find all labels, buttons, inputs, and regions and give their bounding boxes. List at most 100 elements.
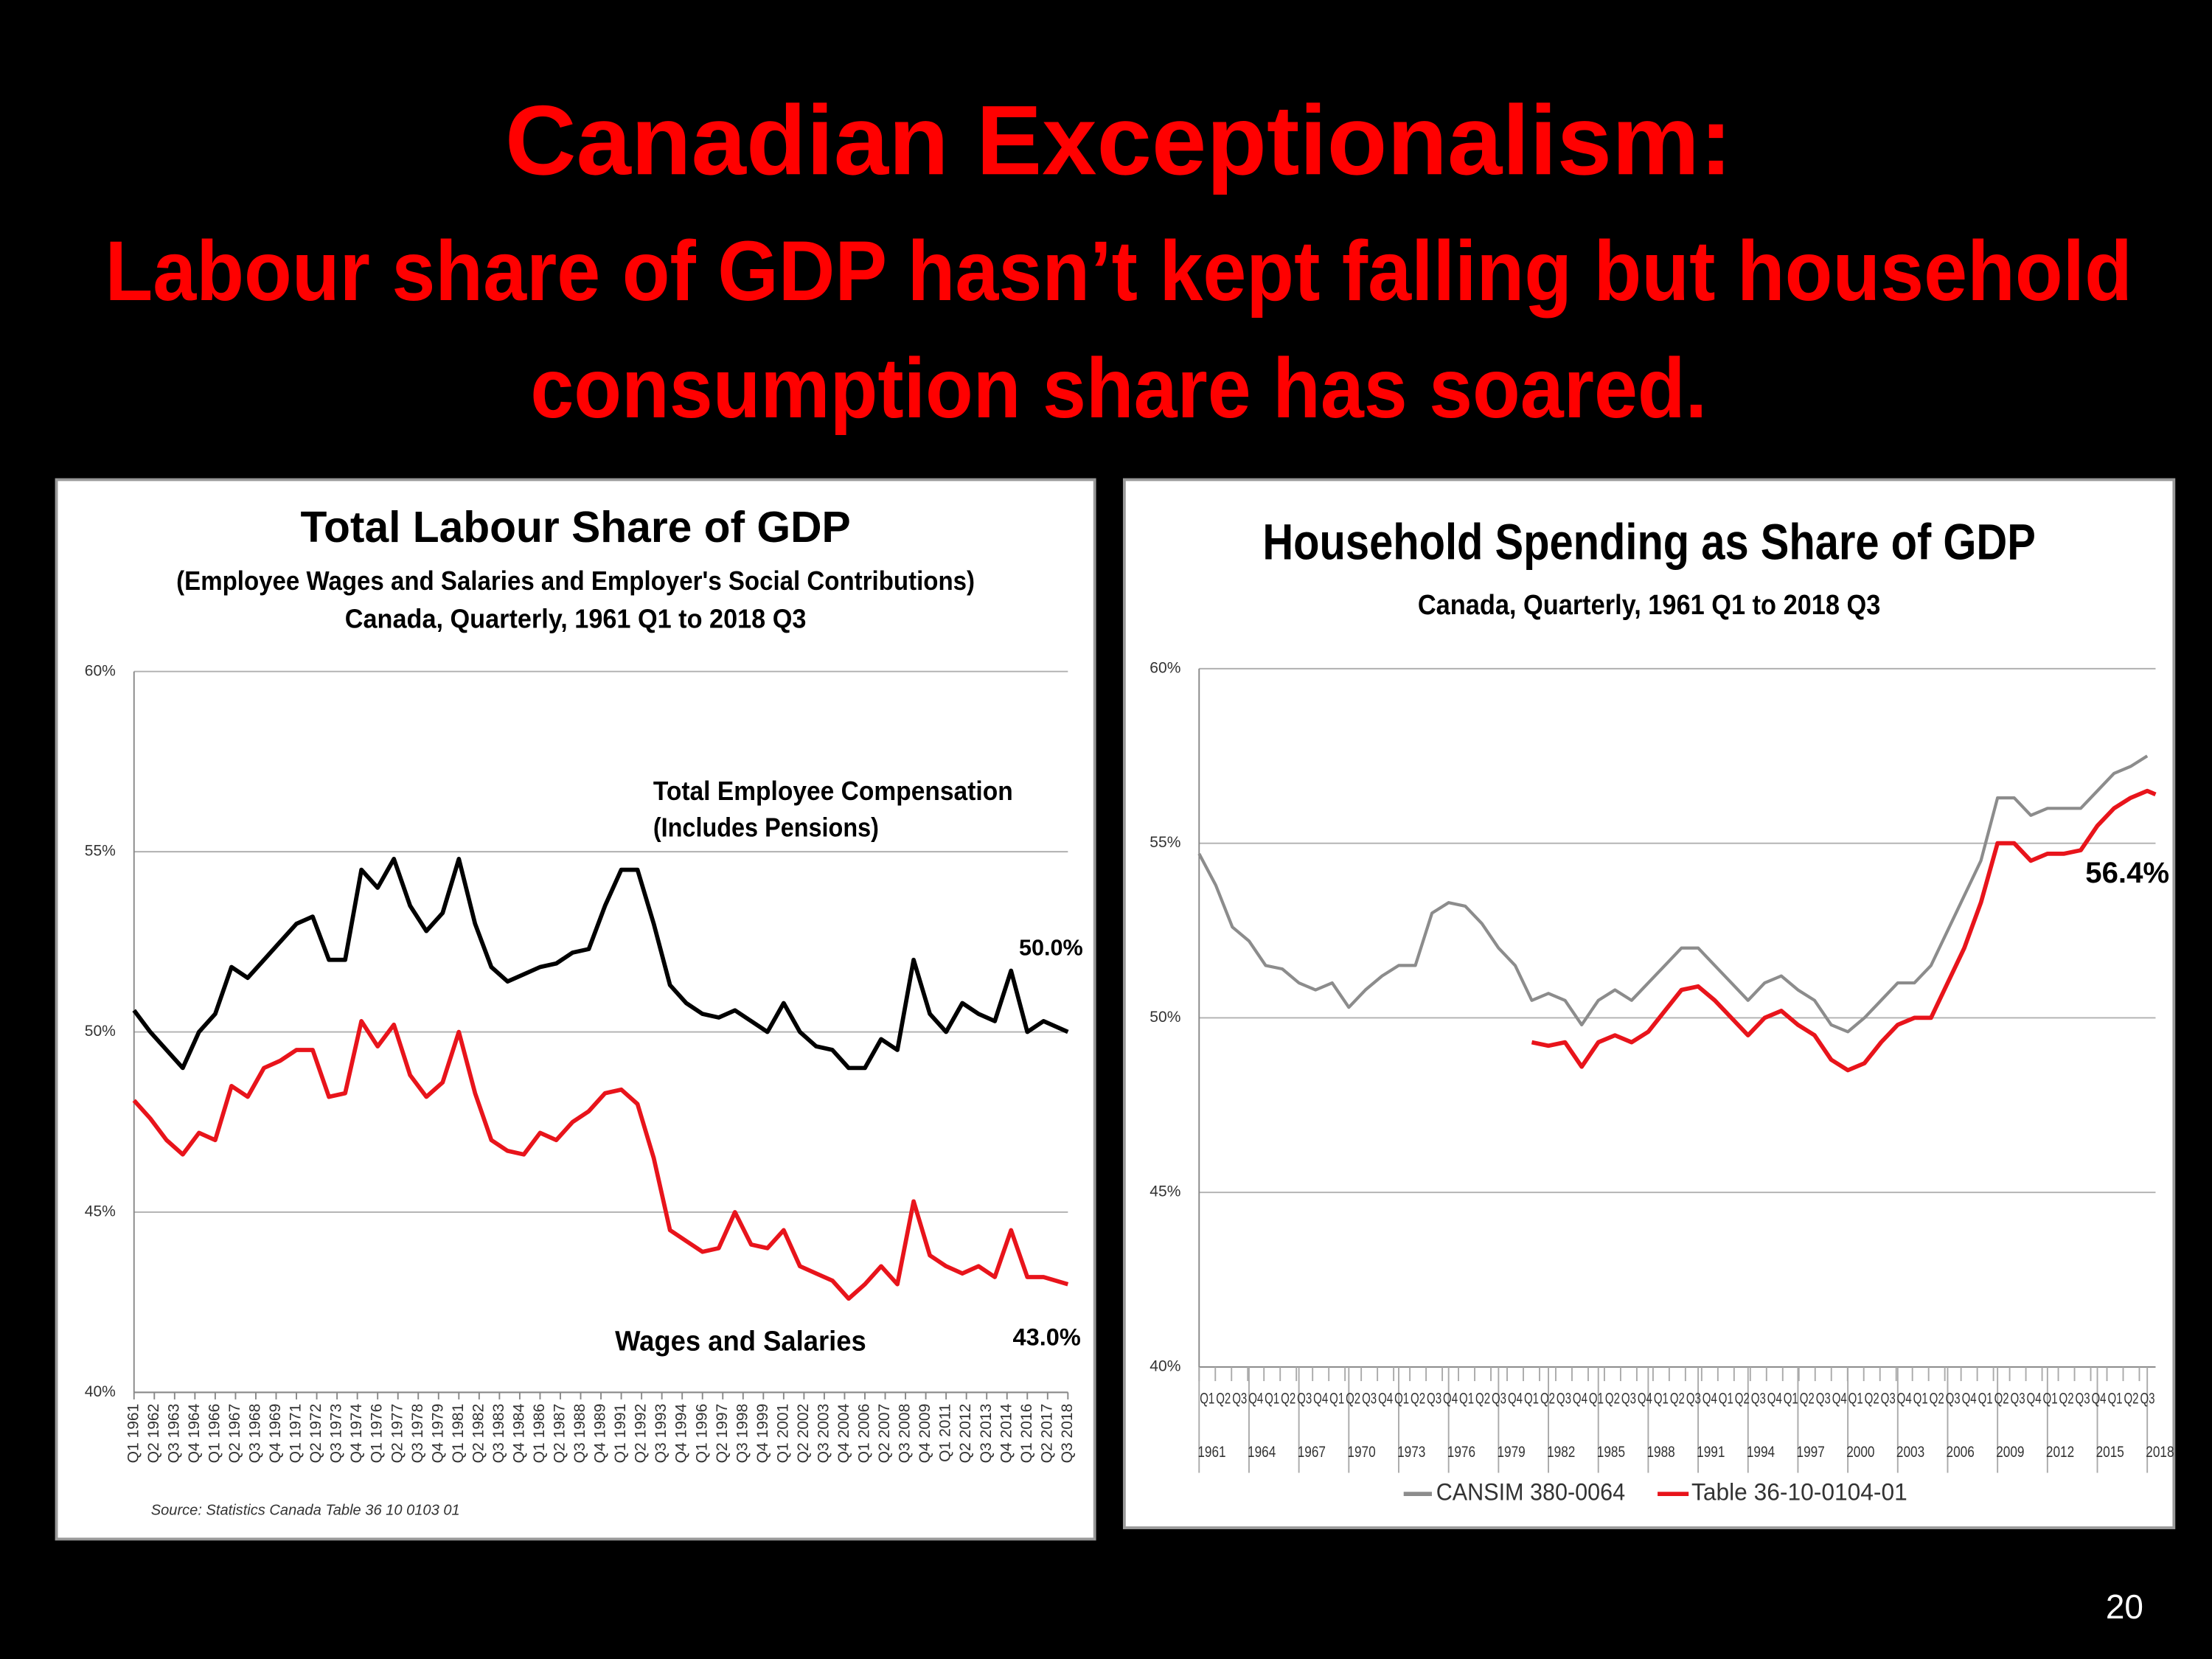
chart-subtitle: Canada, Quarterly, 1961 Q1 to 2018 Q3 — [1418, 589, 1881, 621]
quarter-label: Q3 — [1232, 1391, 1247, 1408]
x-tick-label: Q1 2011 — [937, 1404, 954, 1462]
quarter-label: Q2 — [1670, 1391, 1685, 1408]
chart-title: Household Spending as Share of GDP — [1262, 514, 2035, 571]
quarter-label: Q3 — [2075, 1391, 2090, 1408]
x-tick-label: 2006 — [1947, 1444, 1975, 1461]
x-tick-label: Q2 1987 — [552, 1404, 568, 1464]
quarter-label: Q4 — [1508, 1391, 1523, 1408]
quarter-label: Q4 — [1832, 1391, 1847, 1408]
y-tick-label: 40% — [1150, 1358, 1180, 1375]
chart-panel — [1122, 478, 2176, 1529]
x-tick-label: Q4 1979 — [429, 1404, 446, 1464]
slide-title: Canadian Exceptionalism: — [505, 86, 1733, 195]
x-tick-label: Q4 2014 — [998, 1403, 1015, 1463]
x-tick-label: Q2 1977 — [389, 1404, 406, 1464]
quarter-label: Q3 — [1881, 1391, 1896, 1408]
x-tick-label: Q2 2007 — [876, 1404, 893, 1464]
quarter-label: Q3 — [1946, 1391, 1961, 1408]
x-tick-label: Q2 1967 — [226, 1404, 243, 1464]
quarter-label: Q2 — [1735, 1391, 1750, 1408]
chart-subtitle: (Employee Wages and Salaries and Employe… — [176, 566, 975, 596]
x-tick-label: Q2 1982 — [470, 1404, 487, 1464]
quarter-label: Q3 — [1816, 1391, 1831, 1408]
x-tick-label: 1991 — [1697, 1444, 1725, 1461]
x-tick-label: 2009 — [1996, 1444, 2024, 1461]
x-tick-label: Q1 1986 — [531, 1404, 548, 1464]
page-number: 20 — [2106, 1587, 2143, 1626]
y-tick-label: 45% — [85, 1203, 116, 1220]
x-tick-label: 1982 — [1547, 1444, 1575, 1461]
series-line — [132, 857, 1069, 1071]
quarter-label: Q2 — [1605, 1391, 1620, 1408]
x-tick-label: Q2 1962 — [145, 1404, 162, 1464]
x-tick-label: Q3 1983 — [490, 1404, 507, 1464]
quarter-label: Q1 — [1978, 1391, 1993, 1408]
x-tick-label: Q1 1991 — [612, 1404, 629, 1464]
series-line — [1531, 788, 2157, 1073]
x-tick-label: 2012 — [2046, 1444, 2074, 1461]
legend-label: Table 36-10-0104-01 — [1691, 1479, 1907, 1506]
quarter-label: Q4 — [2027, 1391, 2042, 1408]
y-tick-label: 50% — [1150, 1009, 1180, 1026]
quarter-label: Q1 — [1394, 1391, 1409, 1408]
x-tick-label: Q2 2017 — [1038, 1404, 1055, 1464]
quarter-label: Q2 — [2124, 1391, 2138, 1408]
x-tick-label: Q2 1972 — [307, 1404, 324, 1464]
y-tick-label: 55% — [1150, 834, 1180, 851]
x-tick-label: Q4 1999 — [754, 1404, 771, 1464]
x-tick-label: Q3 1998 — [734, 1404, 751, 1464]
legend-label: CANSIM 380-0064 — [1436, 1479, 1625, 1506]
quarter-label: Q3 — [2140, 1391, 2154, 1408]
x-tick-label: Q4 2004 — [835, 1403, 852, 1463]
x-tick-label: Q4 1964 — [186, 1403, 203, 1463]
x-tick-label: Q3 1978 — [409, 1404, 426, 1464]
x-tick-label: 1964 — [1248, 1444, 1276, 1461]
x-tick-label: 2000 — [1846, 1444, 1874, 1461]
chart-panel — [55, 478, 1096, 1541]
quarter-label: Q1 — [1719, 1391, 1733, 1408]
quarter-label: Q1 — [1200, 1391, 1214, 1408]
quarter-label: Q3 — [1557, 1391, 1571, 1408]
quarter-label: Q1 — [2043, 1391, 2058, 1408]
x-tick-label: Q1 1981 — [450, 1404, 467, 1464]
series-line — [1197, 754, 2149, 1034]
x-tick-label: Q4 1984 — [510, 1403, 527, 1463]
slide-subtitle: consumption share has soared. — [530, 341, 1707, 436]
quarter-label: Q4 — [1703, 1391, 1717, 1408]
quarter-label: Q2 — [1281, 1391, 1295, 1408]
quarter-label: Q4 — [1962, 1391, 1977, 1408]
series-label: Total Employee Compensation — [653, 776, 1013, 806]
quarter-label: Q3 — [1362, 1391, 1377, 1408]
x-tick-label: 2018 — [2146, 1444, 2174, 1461]
x-tick-label: 1967 — [1298, 1444, 1326, 1461]
x-tick-label: Q2 1997 — [714, 1404, 731, 1464]
x-tick-label: 1985 — [1597, 1444, 1625, 1461]
quarter-label: Q4 — [1573, 1391, 1587, 1408]
x-tick-label: Q2 2002 — [795, 1404, 812, 1464]
quarter-label: Q2 — [1475, 1391, 1490, 1408]
x-tick-label: Q1 2016 — [1018, 1404, 1035, 1464]
x-tick-label: 2015 — [2096, 1444, 2124, 1461]
quarter-label: Q1 — [1654, 1391, 1669, 1408]
x-tick-label: Q3 1963 — [165, 1404, 182, 1464]
chart-subtitle: Canada, Quarterly, 1961 Q1 to 2018 Q3 — [345, 603, 807, 633]
y-tick-label: 45% — [1150, 1183, 1180, 1200]
quarter-label: Q3 — [1686, 1391, 1701, 1408]
x-tick-label: Q1 2006 — [856, 1404, 873, 1464]
y-tick-label: 40% — [85, 1383, 116, 1400]
quarter-label: Q2 — [1865, 1391, 1879, 1408]
end-label: 50.0% — [1019, 936, 1083, 961]
slide-subtitle: Labour share of GDP hasn’t kept falling … — [105, 224, 2132, 319]
quarter-label: Q4 — [1897, 1391, 1912, 1408]
quarter-label: Q1 — [1848, 1391, 1863, 1408]
x-tick-label: Q2 2012 — [957, 1404, 974, 1464]
quarter-label: Q3 — [1751, 1391, 1766, 1408]
quarter-label: Q1 — [2107, 1391, 2122, 1408]
series-label: Wages and Salaries — [615, 1326, 866, 1357]
x-tick-label: Q3 2008 — [897, 1404, 914, 1464]
quarter-label: Q2 — [1994, 1391, 2009, 1408]
quarter-label: Q4 — [1638, 1391, 1652, 1408]
quarter-label: Q4 — [1443, 1391, 1458, 1408]
